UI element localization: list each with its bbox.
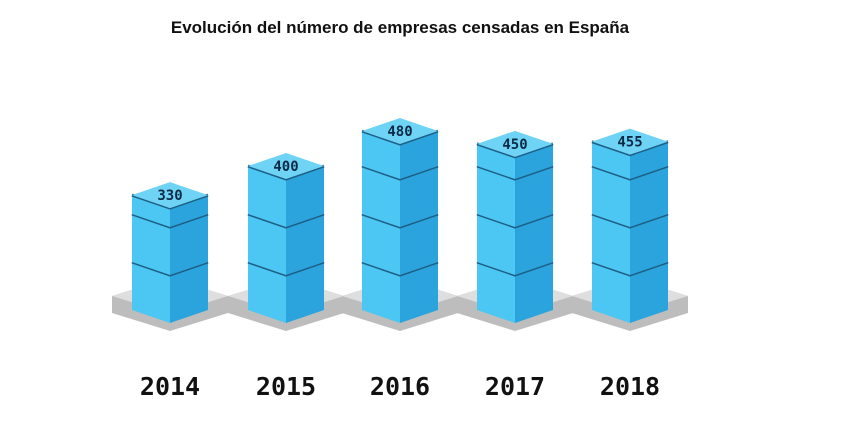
bar-cube-left	[248, 166, 286, 227]
bar-cube-left	[132, 214, 170, 275]
bar-cube-right	[170, 214, 208, 275]
bar-cube-right	[630, 214, 668, 275]
bar-top	[362, 118, 438, 144]
bar-top	[592, 128, 668, 155]
bar-cube-right	[630, 141, 668, 179]
bar-cube-right	[170, 262, 208, 323]
value-label: 330	[157, 188, 182, 204]
bar-cube-right	[286, 214, 324, 275]
bar-cube-left	[362, 131, 400, 179]
bar-cube-right	[400, 131, 438, 179]
bar-cube-left	[477, 214, 515, 275]
bar-cube-right	[400, 214, 438, 275]
x-tick-label: 2017	[485, 372, 545, 401]
bar-cube-left	[248, 214, 286, 275]
bar-cube-left	[592, 141, 630, 179]
bar-cube-left	[362, 166, 400, 227]
x-tick-label: 2015	[256, 372, 316, 401]
value-label: 480	[387, 124, 412, 140]
x-tick-label: 2014	[140, 372, 200, 401]
value-label: 455	[617, 135, 642, 151]
bar-cube-right	[286, 262, 324, 323]
bar-cube-left	[592, 262, 630, 323]
bar-cube-left	[477, 143, 515, 179]
bar-cube-left	[132, 262, 170, 323]
x-tick-label: 2016	[370, 372, 430, 401]
bar-cube-left	[362, 262, 400, 323]
bar-cube-right	[630, 166, 668, 227]
bar-top	[132, 182, 208, 209]
bar-cube-right	[515, 143, 553, 179]
bar-cube-right	[515, 214, 553, 275]
bar-cube-right	[170, 195, 208, 227]
bar-cube-right	[515, 166, 553, 227]
chart-title: Evolución del número de empresas censada…	[170, 18, 630, 37]
bar-cube-left	[362, 214, 400, 275]
bar-top	[477, 130, 553, 157]
bar-cube-left	[592, 214, 630, 275]
bar-cube-left	[248, 262, 286, 323]
bar-top	[248, 153, 324, 179]
bar-cube-right	[515, 262, 553, 323]
bar-cube-right	[630, 262, 668, 323]
value-label: 400	[273, 159, 298, 175]
value-label: 450	[502, 137, 527, 153]
bar-cube-left	[132, 195, 170, 227]
bar-cube-left	[477, 166, 515, 227]
bar-cube-right	[400, 166, 438, 227]
bar-cube-left	[477, 262, 515, 323]
x-tick-label: 2018	[600, 372, 660, 401]
bar-cube-right	[400, 262, 438, 323]
bar-cube-left	[592, 166, 630, 227]
bar-cube-right	[286, 166, 324, 227]
